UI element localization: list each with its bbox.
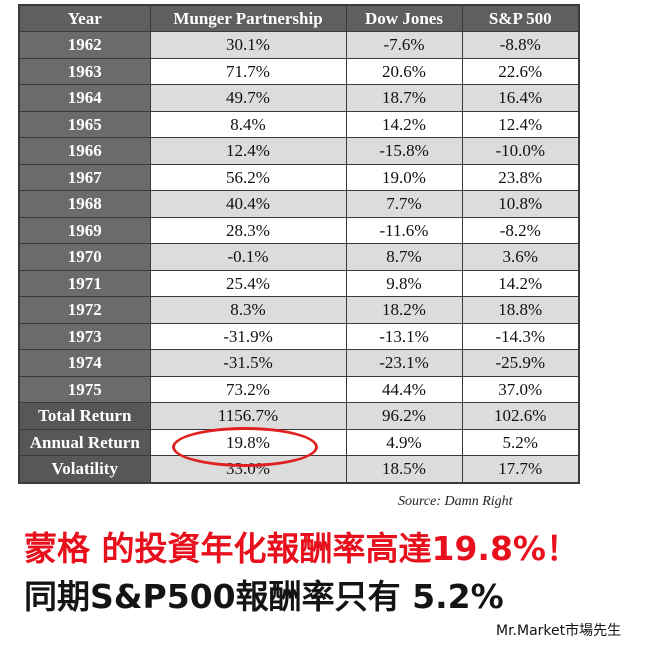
- cell-munger: -31.9%: [149, 322, 347, 350]
- cell-munger: 19.8%: [149, 428, 347, 456]
- cell-dow: 8.7%: [345, 243, 463, 271]
- table-row: 1971 25.4% 9.8% 14.2%: [18, 269, 580, 297]
- cell-munger: 30.1%: [149, 31, 347, 59]
- row-label: 1968: [18, 190, 151, 218]
- cell-dow: 18.5%: [345, 455, 463, 483]
- header-row: Year Munger Partnership Dow Jones S&P 50…: [18, 4, 580, 32]
- header-sp500: S&P 500: [461, 4, 580, 32]
- cell-sp500: 10.8%: [461, 190, 580, 218]
- table-row: 1964 49.7% 18.7% 16.4%: [18, 84, 580, 112]
- table-row: 1967 56.2% 19.0% 23.8%: [18, 163, 580, 191]
- row-label: 1970: [18, 243, 151, 271]
- table-row: 1962 30.1% -7.6% -8.8%: [18, 31, 580, 59]
- cell-sp500: -10.0%: [461, 137, 580, 165]
- table-row: Total Return 1156.7% 96.2% 102.6%: [18, 402, 580, 430]
- cell-sp500: 5.2%: [461, 428, 580, 456]
- cell-dow: 7.7%: [345, 190, 463, 218]
- header-dow: Dow Jones: [345, 4, 463, 32]
- table-row: 1973 -31.9% -13.1% -14.3%: [18, 322, 580, 350]
- cell-sp500: -8.8%: [461, 31, 580, 59]
- cell-dow: 19.0%: [345, 163, 463, 191]
- cell-sp500: 22.6%: [461, 57, 580, 85]
- table-row: 1968 40.4% 7.7% 10.8%: [18, 190, 580, 218]
- returns-table: Year Munger Partnership Dow Jones S&P 50…: [18, 4, 580, 484]
- table-header: Year Munger Partnership Dow Jones S&P 50…: [18, 4, 580, 32]
- row-label: 1974: [18, 349, 151, 377]
- row-label: 1975: [18, 375, 151, 403]
- cell-dow: 96.2%: [345, 402, 463, 430]
- cell-sp500: 14.2%: [461, 269, 580, 297]
- table-row: 1965 8.4% 14.2% 12.4%: [18, 110, 580, 138]
- table-row: 1963 71.7% 20.6% 22.6%: [18, 57, 580, 85]
- cell-sp500: 37.0%: [461, 375, 580, 403]
- table-body: 1962 30.1% -7.6% -8.8% 1963 71.7% 20.6% 22.6% 19…: [18, 31, 580, 483]
- cell-dow: -15.8%: [345, 137, 463, 165]
- header-year: Year: [18, 4, 151, 32]
- cell-dow: 44.4%: [345, 375, 463, 403]
- cell-sp500: -25.9%: [461, 349, 580, 377]
- cell-sp500: 102.6%: [461, 402, 580, 430]
- cell-munger: 71.7%: [149, 57, 347, 85]
- table-row: 1972 8.3% 18.2% 18.8%: [18, 296, 580, 324]
- cell-munger: 1156.7%: [149, 402, 347, 430]
- cell-dow: 14.2%: [345, 110, 463, 138]
- cell-sp500: 17.7%: [461, 455, 580, 483]
- row-label: 1962: [18, 31, 151, 59]
- cell-sp500: 18.8%: [461, 296, 580, 324]
- table-row: Volatility 33.0% 18.5% 17.7%: [18, 455, 580, 483]
- source-note: Source: Damn Right: [398, 494, 513, 509]
- cell-sp500: 3.6%: [461, 243, 580, 271]
- row-label: Annual Return: [18, 428, 151, 456]
- cell-dow: 4.9%: [345, 428, 463, 456]
- cell-sp500: 23.8%: [461, 163, 580, 191]
- row-label: 1966: [18, 137, 151, 165]
- row-label: Total Return: [18, 402, 151, 430]
- row-label: 1973: [18, 322, 151, 350]
- cell-sp500: 16.4%: [461, 84, 580, 112]
- cell-sp500: -14.3%: [461, 322, 580, 350]
- cell-dow: -11.6%: [345, 216, 463, 244]
- header-munger: Munger Partnership: [149, 4, 347, 32]
- row-label: 1972: [18, 296, 151, 324]
- table-row: 1966 12.4% -15.8% -10.0%: [18, 137, 580, 165]
- brand-watermark: Mr.Market市場先生: [496, 623, 622, 639]
- cell-dow: 18.7%: [345, 84, 463, 112]
- cell-munger: 33.0%: [149, 455, 347, 483]
- cell-dow: 20.6%: [345, 57, 463, 85]
- cell-munger: 56.2%: [149, 163, 347, 191]
- cell-munger: 8.3%: [149, 296, 347, 324]
- row-label: 1969: [18, 216, 151, 244]
- table-row: 1974 -31.5% -23.1% -25.9%: [18, 349, 580, 377]
- caption-subline: 同期S&P500報酬率只有 5.2%: [24, 577, 504, 616]
- cell-munger: 28.3%: [149, 216, 347, 244]
- cell-munger: 12.4%: [149, 137, 347, 165]
- row-label: 1971: [18, 269, 151, 297]
- caption-headline: 蒙格 的投資年化報酬率高達19.8%！: [24, 529, 579, 568]
- table-row: 1970 -0.1% 8.7% 3.6%: [18, 243, 580, 271]
- cell-munger: 25.4%: [149, 269, 347, 297]
- cell-munger: 8.4%: [149, 110, 347, 138]
- cell-sp500: -8.2%: [461, 216, 580, 244]
- row-label: 1965: [18, 110, 151, 138]
- cell-munger: 40.4%: [149, 190, 347, 218]
- cell-munger: 49.7%: [149, 84, 347, 112]
- row-label: 1963: [18, 57, 151, 85]
- row-label: 1964: [18, 84, 151, 112]
- cell-munger: 73.2%: [149, 375, 347, 403]
- cell-dow: -23.1%: [345, 349, 463, 377]
- row-label: Volatility: [18, 455, 151, 483]
- table-row: 1975 73.2% 44.4% 37.0%: [18, 375, 580, 403]
- cell-munger: -0.1%: [149, 243, 347, 271]
- table-row: Annual Return 19.8% 4.9% 5.2%: [18, 428, 580, 456]
- cell-dow: 18.2%: [345, 296, 463, 324]
- row-label: 1967: [18, 163, 151, 191]
- table-row: 1969 28.3% -11.6% -8.2%: [18, 216, 580, 244]
- cell-dow: -7.6%: [345, 31, 463, 59]
- cell-dow: -13.1%: [345, 322, 463, 350]
- cell-dow: 9.8%: [345, 269, 463, 297]
- cell-sp500: 12.4%: [461, 110, 580, 138]
- cell-munger: -31.5%: [149, 349, 347, 377]
